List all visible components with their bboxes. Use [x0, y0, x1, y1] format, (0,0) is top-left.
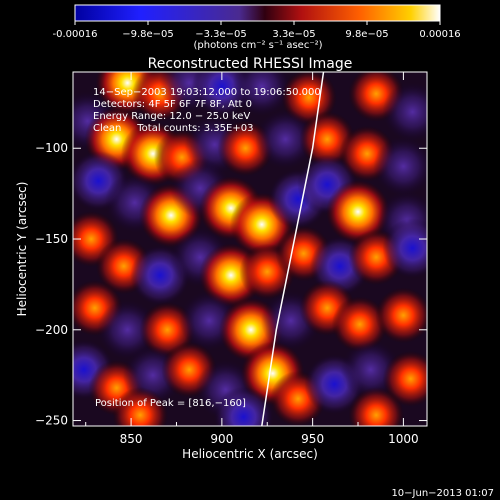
heatmap-blobs	[73, 72, 427, 426]
heatmap-blob	[375, 287, 427, 344]
y-tick-label: −150	[35, 232, 68, 246]
colorbar-tick-label: -0.00016	[53, 29, 98, 40]
colorbar-tick-label: −3.3e−05	[195, 29, 247, 40]
x-tick-label: 900	[210, 432, 233, 446]
colorbar-ticks: -0.00016 −9.8e−05 −3.3e−05 3.3e−05 9.8e−05 0.…	[53, 21, 461, 40]
heatmap-blob	[382, 350, 427, 407]
heatmap-blob	[231, 72, 292, 117]
heatmap-blob	[213, 386, 274, 426]
heatmap-blob	[331, 296, 388, 353]
colorbar	[74, 4, 441, 22]
heatmap-blob	[255, 109, 316, 170]
footer-date: 10−Jun−2013 01:07	[391, 488, 494, 499]
heatmap-blob	[382, 218, 427, 279]
solar-limb-arc	[261, 72, 325, 426]
y-tick-label: −250	[35, 414, 68, 428]
x-tick-label: 950	[301, 432, 324, 446]
heatmap-blob	[348, 387, 405, 426]
x-tick-label: 850	[120, 432, 143, 446]
colorbar-tick-label: 0.00016	[419, 29, 460, 40]
heatmap-blob	[326, 179, 390, 244]
colorbar-tick-label: 9.8e−05	[345, 29, 388, 40]
info-line-clean: Clean Total counts: 3.35E+03	[93, 123, 253, 134]
x-axis-label: Heliocentric X (arcsec)	[182, 447, 318, 461]
peak-position-label: Position of Peak = [816,−160]	[95, 398, 246, 409]
info-line-detectors: Detectors: 4F 5F 6F 7F 8F, Att 0	[93, 99, 252, 110]
y-axis-label: Heliocentric Y (arcsec)	[15, 182, 29, 317]
heatmap-blob	[382, 81, 427, 142]
heatmap-blob	[97, 299, 158, 360]
plot-frame	[72, 71, 428, 427]
info-line-energy: Energy Range: 12.0 − 25.0 keV	[93, 111, 250, 122]
axis-ticks: 850 900 950 1000 −250 −200 −150 −100	[35, 72, 427, 446]
colorbar-unit-label: (photons cm⁻² s⁻¹ asec⁻²)	[193, 40, 322, 51]
y-tick-label: −200	[35, 323, 68, 337]
y-tick-label: −100	[35, 141, 68, 155]
info-line-time: 14−Sep−2003 19:03:12.000 to 19:06:50.000	[93, 87, 321, 98]
heatmap-blob	[373, 136, 427, 197]
x-tick-label: 1000	[388, 432, 419, 446]
heatmap-blob	[112, 387, 169, 426]
chart-title: Reconstructed RHESSI Image	[148, 56, 353, 72]
colorbar-tick-label: 3.3e−05	[272, 29, 315, 40]
colorbar-tick-label: −9.8e−05	[122, 29, 174, 40]
